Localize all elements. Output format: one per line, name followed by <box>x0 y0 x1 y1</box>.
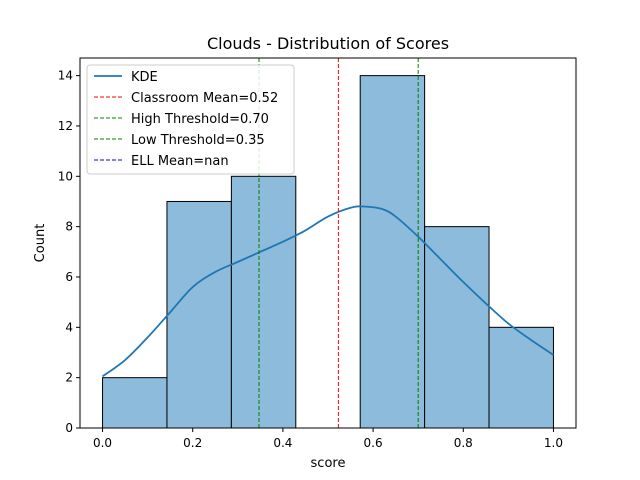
y-axis-label: Count <box>33 224 48 263</box>
y-tick-label: 0 <box>65 421 73 435</box>
legend: KDE Classroom Mean=0.52 High Threshold=0.7… <box>86 64 295 175</box>
legend-label: High Threshold=0.70 <box>131 112 269 127</box>
y-tick-label: 10 <box>58 169 73 183</box>
x-tick-label: 1.0 <box>544 436 563 450</box>
chart-title: Clouds - Distribution of Scores <box>207 34 449 53</box>
y-tick-label: 6 <box>65 270 73 284</box>
y-axis-ticks: 0 2 4 6 8 10 12 14 <box>58 69 80 435</box>
x-tick-label: 0.4 <box>273 436 292 450</box>
x-tick-label: 0.2 <box>183 436 202 450</box>
histogram-bar <box>102 377 168 429</box>
legend-label: ELL Mean=nan <box>131 154 229 169</box>
legend-label: Low Threshold=0.35 <box>131 133 265 148</box>
histogram-bar <box>488 326 554 429</box>
x-axis-ticks: 0.0 0.2 0.4 0.6 0.8 1.0 <box>93 428 563 450</box>
kde-curve-layer <box>102 205 554 378</box>
legend-box <box>86 64 295 175</box>
x-tick-label: 0.6 <box>364 436 383 450</box>
histogram-bar <box>424 226 490 429</box>
kde-line <box>102 205 554 378</box>
y-tick-label: 8 <box>65 220 73 234</box>
y-tick-label: 12 <box>58 119 73 133</box>
y-tick-label: 2 <box>65 371 73 385</box>
y-tick-label: 4 <box>65 320 73 334</box>
y-tick-label: 14 <box>58 69 73 83</box>
plot-frame <box>79 57 577 429</box>
histogram-bar <box>166 200 232 429</box>
histogram-bars <box>102 75 554 429</box>
legend-label: Classroom Mean=0.52 <box>131 91 278 106</box>
x-axis-label: score <box>311 456 346 471</box>
x-tick-label: 0.8 <box>454 436 473 450</box>
legend-label: KDE <box>131 70 158 85</box>
histogram-bar <box>359 75 426 429</box>
histogram-bar <box>230 175 297 429</box>
x-tick-label: 0.0 <box>93 436 112 450</box>
